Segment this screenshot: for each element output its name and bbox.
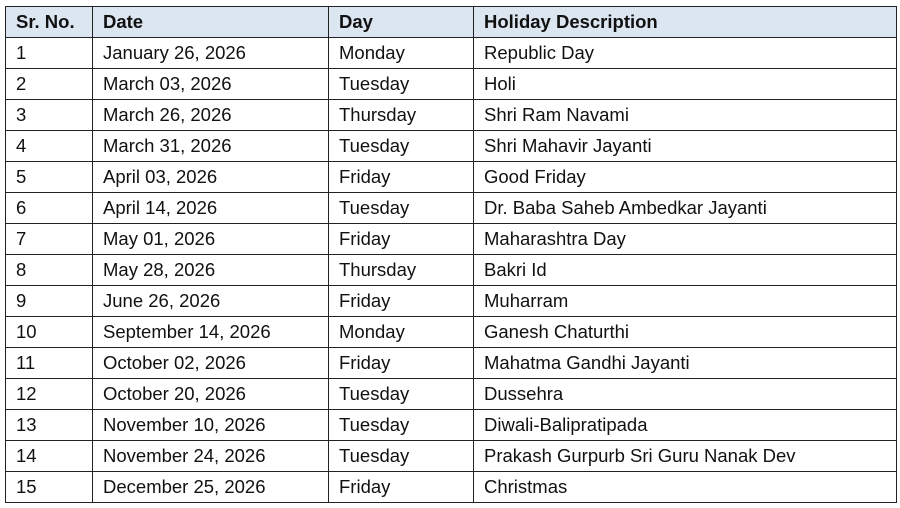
cell-day: Tuesday [328,130,474,162]
column-header-holiday-description: Holiday Description [473,6,897,38]
cell-day: Tuesday [328,378,474,410]
cell-holiday-description: Dr. Baba Saheb Ambedkar Jayanti [473,192,897,224]
cell-sr-no: 12 [5,378,93,410]
table-row: 5 April 03, 2026 Friday Good Friday [5,161,897,193]
cell-day: Thursday [328,99,474,131]
cell-date: March 26, 2026 [92,99,329,131]
cell-date: November 10, 2026 [92,409,329,441]
cell-holiday-description: Holi [473,68,897,100]
cell-holiday-description: Bakri Id [473,254,897,286]
cell-sr-no: 2 [5,68,93,100]
cell-date: November 24, 2026 [92,440,329,472]
cell-holiday-description: Shri Mahavir Jayanti [473,130,897,162]
table-row: 1 January 26, 2026 Monday Republic Day [5,37,897,69]
table-row: 13 November 10, 2026 Tuesday Diwali-Balipra… [5,409,897,441]
cell-day: Thursday [328,254,474,286]
cell-date: April 03, 2026 [92,161,329,193]
cell-day: Friday [328,161,474,193]
cell-day: Monday [328,37,474,69]
cell-day: Tuesday [328,440,474,472]
cell-date: December 25, 2026 [92,471,329,503]
table-row: 11 October 02, 2026 Friday Mahatma Gandhi J… [5,347,897,379]
cell-sr-no: 10 [5,316,93,348]
table-row: 3 March 26, 2026 Thursday Shri Ram Navami [5,99,897,131]
cell-day: Monday [328,316,474,348]
cell-holiday-description: Good Friday [473,161,897,193]
cell-day: Tuesday [328,409,474,441]
table-row: 7 May 01, 2026 Friday Maharashtra Day [5,223,897,255]
cell-sr-no: 6 [5,192,93,224]
cell-day: Friday [328,347,474,379]
cell-holiday-description: Prakash Gurpurb Sri Guru Nanak Dev [473,440,897,472]
cell-holiday-description: Republic Day [473,37,897,69]
cell-date: October 20, 2026 [92,378,329,410]
cell-date: October 02, 2026 [92,347,329,379]
cell-sr-no: 8 [5,254,93,286]
cell-sr-no: 3 [5,99,93,131]
cell-holiday-description: Mahatma Gandhi Jayanti [473,347,897,379]
cell-sr-no: 4 [5,130,93,162]
cell-sr-no: 13 [5,409,93,441]
holiday-table: Sr. No. Date Day Holiday Description 1 Janua… [5,6,897,503]
table-row: 4 March 31, 2026 Tuesday Shri Mahavir Jayan… [5,130,897,162]
table-row: 9 June 26, 2026 Friday Muharram [5,285,897,317]
cell-day: Friday [328,285,474,317]
cell-day: Friday [328,223,474,255]
cell-holiday-description: Shri Ram Navami [473,99,897,131]
cell-sr-no: 11 [5,347,93,379]
cell-sr-no: 9 [5,285,93,317]
table-row: 6 April 14, 2026 Tuesday Dr. Baba Saheb Amb… [5,192,897,224]
cell-holiday-description: Ganesh Chaturthi [473,316,897,348]
cell-date: March 03, 2026 [92,68,329,100]
column-header-date: Date [92,6,329,38]
cell-date: May 01, 2026 [92,223,329,255]
cell-holiday-description: Dussehra [473,378,897,410]
header-row: Sr. No. Date Day Holiday Description [5,6,897,38]
cell-sr-no: 5 [5,161,93,193]
cell-holiday-description: Christmas [473,471,897,503]
cell-holiday-description: Maharashtra Day [473,223,897,255]
table-row: 14 November 24, 2026 Tuesday Prakash Gurpur… [5,440,897,472]
cell-date: May 28, 2026 [92,254,329,286]
cell-sr-no: 14 [5,440,93,472]
cell-holiday-description: Muharram [473,285,897,317]
cell-holiday-description: Diwali-Balipratipada [473,409,897,441]
column-header-day: Day [328,6,474,38]
cell-date: September 14, 2026 [92,316,329,348]
table-row: 12 October 20, 2026 Tuesday Dussehra [5,378,897,410]
cell-date: April 14, 2026 [92,192,329,224]
table-row: 8 May 28, 2026 Thursday Bakri Id [5,254,897,286]
column-header-sr-no: Sr. No. [5,6,93,38]
table-row: 15 December 25, 2026 Friday Christmas [5,471,897,503]
cell-sr-no: 15 [5,471,93,503]
table-row: 10 September 14, 2026 Monday Ganesh Chaturt… [5,316,897,348]
cell-date: June 26, 2026 [92,285,329,317]
cell-day: Friday [328,471,474,503]
cell-date: March 31, 2026 [92,130,329,162]
cell-date: January 26, 2026 [92,37,329,69]
cell-day: Tuesday [328,68,474,100]
cell-sr-no: 7 [5,223,93,255]
table-row: 2 March 03, 2026 Tuesday Holi [5,68,897,100]
cell-day: Tuesday [328,192,474,224]
cell-sr-no: 1 [5,37,93,69]
